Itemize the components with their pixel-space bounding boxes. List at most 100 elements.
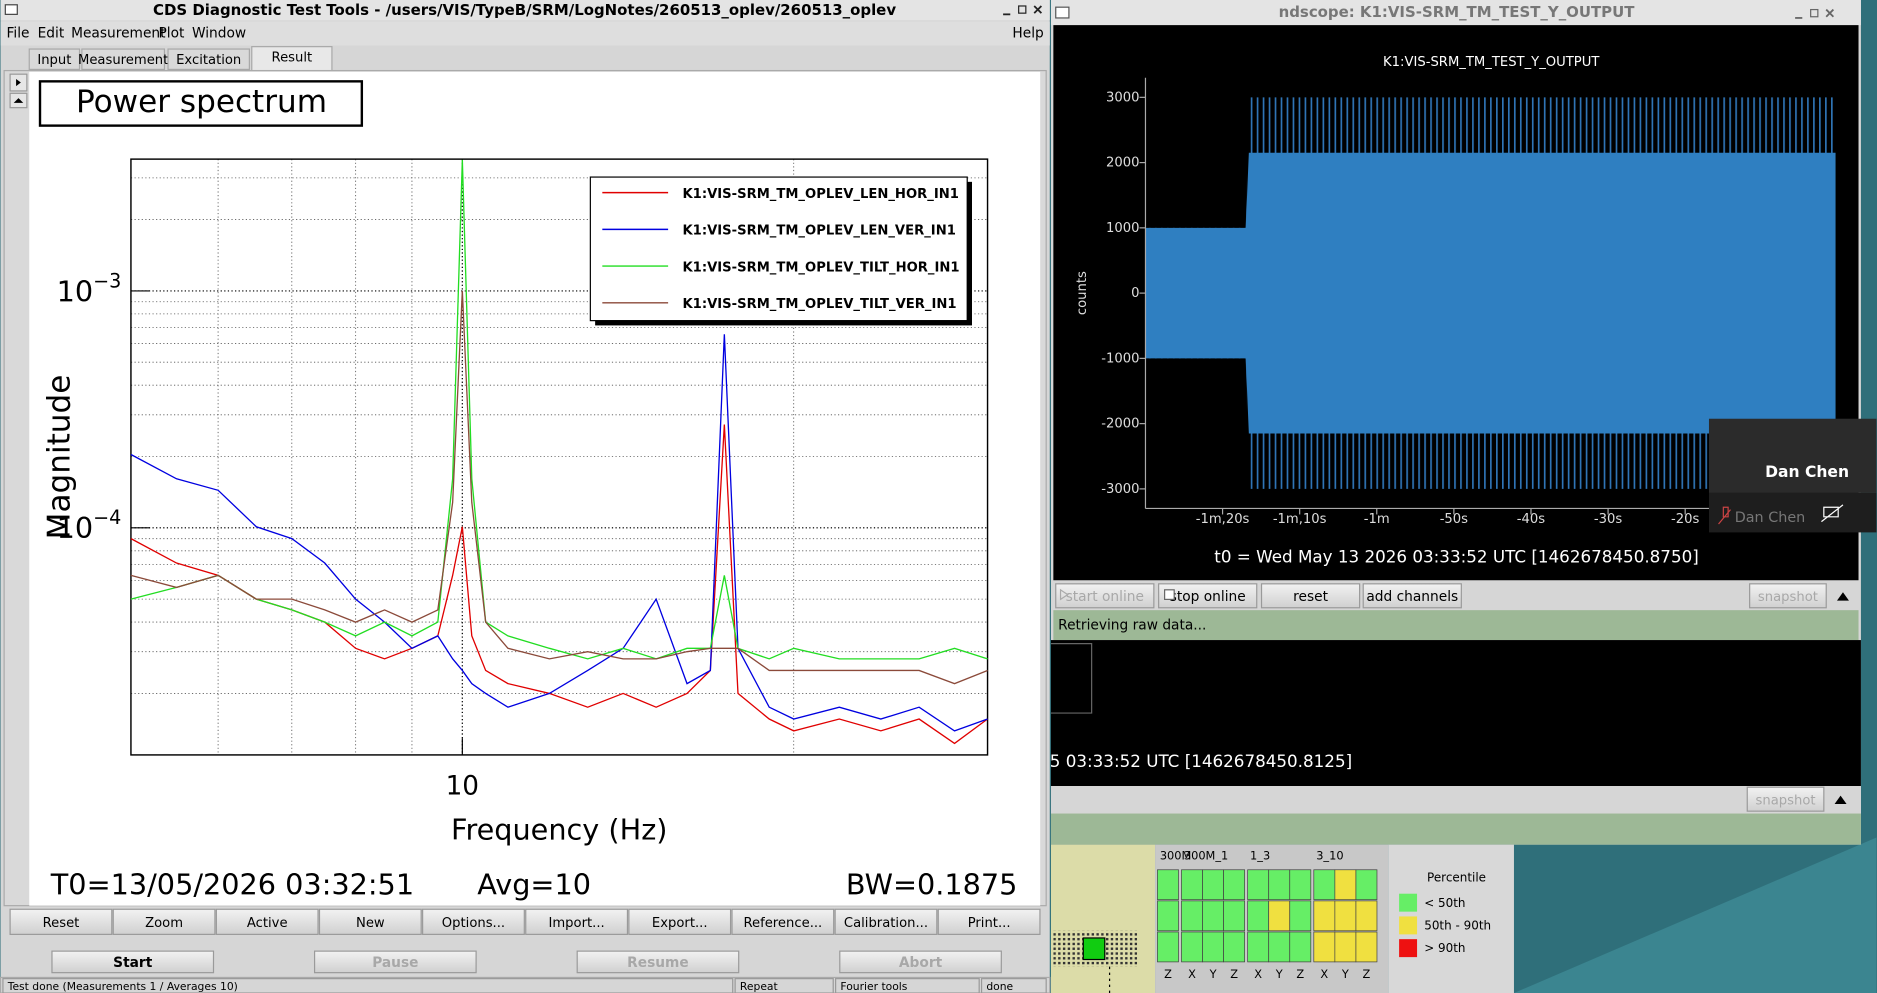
legend-swatch	[1399, 939, 1418, 958]
action-button-frame	[731, 908, 835, 935]
ndscope-button[interactable]: reset	[1260, 583, 1361, 609]
notification-bar	[1708, 492, 1877, 533]
ndscope-app-icon	[1055, 6, 1070, 19]
x-tick-label: -1m,20s	[1196, 512, 1250, 527]
status-cell	[1247, 931, 1270, 963]
action-button-label: Active	[247, 916, 288, 931]
action-button-frame	[937, 908, 1041, 935]
x-tick-label: -30s	[1594, 512, 1622, 527]
arrow-icon	[16, 78, 21, 87]
y-axis-label: counts	[1075, 271, 1090, 315]
plot-frame	[130, 158, 989, 756]
status-cell	[835, 978, 980, 993]
second-plot-bg	[1050, 640, 1861, 787]
legend-label: K1:VIS-SRM_TM_OPLEV_LEN_HOR_IN1	[682, 187, 958, 202]
action-button-frame	[215, 908, 319, 935]
action-button-frame	[112, 908, 216, 935]
action-button[interactable]: Reset	[9, 908, 113, 935]
run-button: Pause	[313, 950, 477, 974]
action-button[interactable]: Print...	[937, 908, 1041, 935]
status-cell	[1355, 869, 1378, 901]
menu-item[interactable]: File	[7, 25, 30, 41]
status-cell	[1157, 931, 1179, 963]
action-button[interactable]: Active	[215, 908, 319, 935]
legend-swatch	[1399, 893, 1418, 912]
action-button-label: Zoom	[145, 916, 183, 931]
notification-user-sub: Dan Chen	[1735, 510, 1806, 526]
action-button[interactable]: Zoom	[112, 908, 216, 935]
menu-item[interactable]: Edit	[38, 25, 65, 41]
t0-label: t0 = Wed May 13 2026 03:33:52 UTC [14626…	[1214, 547, 1699, 567]
maximize-icon[interactable]	[1018, 5, 1027, 14]
status-cell	[1223, 900, 1246, 932]
window-title: ndscope: K1:VIS-SRM_TM_TEST_Y_OUTPUT	[1279, 3, 1636, 21]
ndscope-titlebar	[1050, 0, 1861, 26]
status-text: Test done (Measurements 1 / Averages 10)	[7, 980, 238, 993]
group-label: 300M	[1160, 849, 1191, 863]
axis-letter: X	[1320, 967, 1328, 981]
status-cell	[1334, 931, 1357, 963]
arrow-icon	[13, 98, 24, 103]
status-cell	[1202, 900, 1224, 932]
axis-letter: Y	[1209, 967, 1217, 981]
menu-help[interactable]: Help	[1012, 25, 1043, 41]
tab-label[interactable]: Measurement	[78, 53, 168, 68]
action-button[interactable]: Calibration...	[834, 908, 938, 935]
status-cell	[1202, 931, 1224, 963]
bw-label: BW=0.1875	[846, 868, 1018, 902]
action-button-frame	[525, 908, 629, 935]
tab-label[interactable]: Excitation	[176, 53, 241, 68]
menu-item[interactable]: Plot	[158, 25, 185, 41]
action-button[interactable]: Export...	[628, 908, 732, 935]
ndscope-button-frame	[1055, 583, 1155, 609]
close-icon[interactable]	[1033, 5, 1043, 14]
tab[interactable]	[167, 48, 250, 70]
snapshot-button-frame	[1746, 786, 1825, 812]
run-button-label: Pause	[372, 955, 418, 971]
y-tick-label: 3000	[1106, 90, 1139, 105]
status-cell	[980, 978, 1047, 993]
action-button-label: Reference...	[743, 916, 822, 931]
monitor-indicator	[1082, 937, 1106, 961]
action-button[interactable]: New	[318, 908, 422, 935]
action-button[interactable]: Options...	[422, 908, 525, 935]
maximize-icon[interactable]	[1810, 8, 1819, 18]
tab-label[interactable]: Input	[37, 53, 71, 68]
ndscope-button[interactable]: add channels	[1362, 583, 1462, 609]
tab-label[interactable]: Result	[272, 50, 313, 65]
legend-swatch	[1399, 916, 1418, 935]
action-button[interactable]: Reference...	[731, 908, 835, 935]
status-cell	[1268, 869, 1291, 901]
axis-letter: X	[1254, 967, 1262, 981]
y-tick-label: 10−4	[57, 506, 122, 545]
axis-letter: X	[1188, 967, 1196, 981]
desktop-decor	[1513, 837, 1877, 993]
legend-label: K1:VIS-SRM_TM_OPLEV_LEN_VER_IN1	[682, 224, 955, 239]
menu-item[interactable]: Measurement	[71, 25, 166, 41]
tab[interactable]	[81, 48, 166, 70]
menu-item[interactable]: Window	[192, 25, 246, 41]
status-text: done	[986, 980, 1013, 993]
close-icon[interactable]	[1825, 8, 1835, 18]
ndscope-button[interactable]: stop online	[1158, 583, 1258, 609]
tick-base: 10	[57, 511, 94, 545]
window-title: CDS Diagnostic Test Tools - /users/VIS/T…	[153, 1, 896, 19]
notification[interactable]	[1708, 418, 1877, 493]
collapse-icon	[1836, 592, 1849, 601]
second-toolbar	[1050, 786, 1861, 814]
y-tick-label: -1000	[1101, 351, 1139, 366]
status-cell	[1181, 900, 1203, 932]
tab[interactable]	[28, 48, 81, 70]
action-button-frame	[422, 908, 525, 935]
status-cell	[1313, 869, 1336, 901]
status-cell	[1355, 900, 1378, 932]
run-button-frame	[313, 950, 477, 974]
group-label: 3_10	[1316, 849, 1343, 863]
axis-letter: Y	[1341, 967, 1349, 981]
run-button[interactable]: Start	[51, 950, 215, 974]
action-button[interactable]: Import...	[525, 908, 629, 935]
plot-title-box	[38, 80, 364, 127]
dtt-app-icon	[4, 4, 18, 15]
legend-label: > 90th	[1424, 941, 1465, 955]
